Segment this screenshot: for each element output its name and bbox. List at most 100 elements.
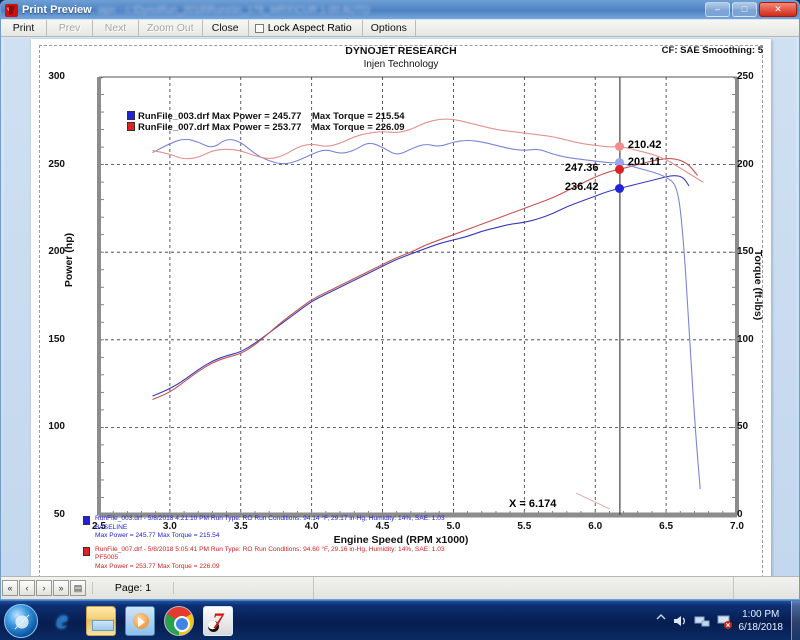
google-chrome-icon[interactable] (164, 605, 194, 636)
y-tick-torque-150: 150 (737, 246, 754, 258)
x-tick-3.5: 3.5 (233, 521, 248, 532)
x-tick-6.5: 6.5 (659, 521, 674, 532)
y-tick-power-50: 50 (53, 509, 65, 520)
plot-canvas (97, 76, 739, 518)
x-tick-2.5: 2.5 (92, 521, 106, 532)
run-0-line3: Max Power = 245.77 Max Torque = 215.54 (95, 532, 220, 540)
series-runfile-007-power (152, 157, 698, 400)
legend-maxtorque-1: 226.09 (375, 122, 405, 133)
show-hidden-icons-chevron-icon[interactable] (656, 613, 666, 629)
y-axis-label-power: Power (hp) (63, 232, 75, 288)
status-pane-2 (314, 577, 734, 599)
internet-explorer-icon[interactable]: e (56, 604, 68, 634)
y-axis-label-torque: Torque (ft-lbs) (752, 249, 764, 321)
clock-date: 6/18/2018 (738, 621, 784, 633)
dyno-chart: DYNOJET RESEARCH Injen Technology CF: SA… (31, 39, 771, 576)
chart-correction-note: CF: SAE Smoothing: 5 (661, 45, 763, 56)
legend-file-0: RunFile_003.drf (138, 111, 210, 122)
start-button-icon[interactable] (4, 603, 38, 638)
clock-time: 1:00 PM (742, 608, 780, 620)
window-controls: – □ ✕ (705, 2, 797, 17)
windows-media-player-icon[interactable] (125, 605, 155, 636)
y-tick-power-100: 100 (48, 421, 65, 433)
status-bar: « ‹ › » ▤ Page: 1 (1, 576, 799, 599)
window-title: Print Preview (22, 4, 92, 16)
legend-maxpower-1: 253.77 (272, 122, 302, 133)
legend-maxtorque-label-0: Max Torque = (312, 111, 373, 122)
cursor-marker-dot-201.11 (615, 158, 625, 168)
print-button[interactable]: Print (1, 20, 47, 36)
close-preview-button[interactable]: Close (203, 20, 249, 36)
checkbox-box (254, 23, 264, 33)
legend-maxpower-label-0: Max Power = (211, 111, 270, 122)
cursor-x-readout: X = 6.174 (509, 498, 557, 510)
y-tick-torque-0: 0 (737, 509, 743, 520)
legend-swatch-blue (127, 111, 135, 120)
taskbar-clock[interactable]: 1:00 PM 6/18/2018 (735, 608, 792, 634)
series-runfile-007-torque (152, 118, 704, 183)
windows-explorer-icon[interactable] (86, 605, 116, 636)
y-tick-torque-200: 200 (737, 158, 754, 170)
next-page-nav-button[interactable]: › (36, 580, 52, 596)
legend-maxtorque-label-1: Max Torque = (312, 122, 373, 133)
minimize-button[interactable]: – (705, 2, 730, 17)
run-legend-entry: RunFile_007.drf - 5/8/2018 5:05:41 PM Ru… (83, 546, 445, 572)
zoom-out-button[interactable]: Zoom Out (139, 20, 203, 36)
cursor-marker-label-210.42: 210.42 (627, 139, 662, 152)
preview-page: DYNOJET RESEARCH Injen Technology CF: SA… (31, 39, 771, 576)
chart-subtitle: Injen Technology (363, 59, 439, 70)
y-tick-torque-50: 50 (737, 421, 749, 433)
network-icon[interactable] (694, 613, 710, 629)
series-runfile-003-torque (152, 138, 701, 490)
run-1-line3: Max Power = 253.77 Max Torque = 226.09 (95, 562, 220, 570)
run-details-legend: RunFile_003.drf - 5/8/2018 4:21:10 PM Ru… (83, 515, 445, 576)
dynojet-winpep-icon[interactable] (203, 605, 233, 636)
x-tick-4.5: 4.5 (375, 521, 390, 532)
x-tick-5: 5.0 (446, 521, 461, 532)
x-tick-7: 7.0 (730, 521, 744, 532)
run-legend-entry: RunFile_003.drf - 5/8/2018 4:21:10 PM Ru… (83, 515, 445, 541)
y-tick-power-200: 200 (48, 246, 65, 258)
x-tick-4: 4.0 (304, 521, 319, 532)
page-setup-icon[interactable]: ▤ (70, 580, 86, 596)
windows-taskbar: e 1:00 PM 6/18/ (0, 600, 800, 640)
x-tick-5.5: 5.5 (517, 521, 532, 532)
run-swatch-red (83, 546, 90, 556)
legend-file-1: RunFile_007.drf (138, 122, 210, 133)
y-tick-torque-100: 100 (737, 333, 754, 345)
first-page-button[interactable]: « (2, 580, 18, 596)
preview-scroll-area[interactable]: DYNOJET RESEARCH Injen Technology CF: SA… (4, 38, 796, 576)
prev-page-nav-button[interactable]: ‹ (19, 580, 35, 596)
cursor-marker-label-247.36: 247.36 (564, 162, 599, 175)
volume-icon[interactable] (672, 613, 688, 629)
chart-title: DYNOJET RESEARCH (345, 45, 457, 57)
print-preview-window: Print Preview wpn - c:\DynoRun_2018\Runs… (0, 0, 800, 600)
preview-toolbar: Print Prev Next Zoom Out Close Lock Aspe… (1, 20, 799, 37)
run-0-line2: BASELINE (95, 523, 128, 531)
chart-legend: RunFile_003.drf Max Power = 245.77 Max T… (127, 111, 405, 133)
last-page-button[interactable]: » (53, 580, 69, 596)
run-1-line2: PF5005 (95, 554, 119, 562)
x-tick-3: 3.0 (162, 521, 177, 532)
show-desktop-button[interactable] (791, 601, 800, 640)
close-window-button[interactable]: ✕ (759, 2, 797, 17)
options-button[interactable]: Options (363, 20, 416, 36)
lock-aspect-ratio-label: Lock Aspect Ratio (267, 22, 352, 34)
legend-row: RunFile_007.drf Max Power = 253.77 Max T… (127, 122, 405, 133)
lock-aspect-ratio-checkbox[interactable]: Lock Aspect Ratio (249, 20, 363, 36)
cursor-marker-dot-236.42 (615, 183, 625, 193)
legend-row: RunFile_003.drf Max Power = 245.77 Max T… (127, 111, 405, 122)
cursor-marker-label-201.11: 201.11 (627, 155, 661, 168)
next-page-button[interactable]: Next (93, 20, 139, 36)
cursor-marker-dot-210.42 (615, 141, 625, 151)
y-tick-torque-250: 250 (737, 71, 754, 82)
page-indicator: Page: 1 (92, 582, 174, 594)
legend-maxpower-label-1: Max Power = (211, 122, 270, 133)
y-tick-power-300: 300 (48, 71, 65, 82)
app-icon (5, 3, 18, 17)
prev-page-button[interactable]: Prev (47, 20, 93, 36)
status-pane-1 (174, 577, 314, 599)
action-center-flag-icon[interactable] (716, 613, 732, 629)
system-tray: 1:00 PM 6/18/2018 (653, 601, 800, 640)
maximize-button[interactable]: □ (732, 2, 757, 17)
